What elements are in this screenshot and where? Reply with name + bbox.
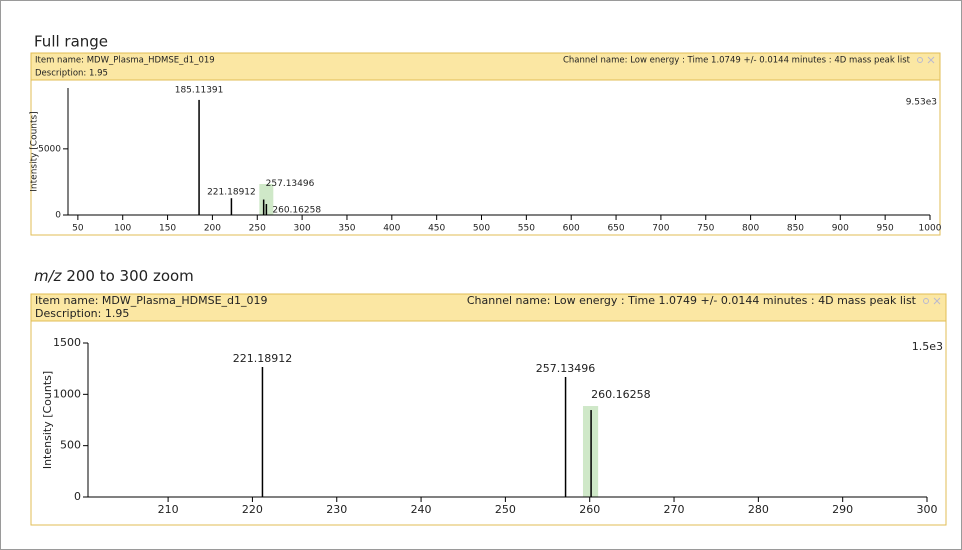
x-tick-label: 300 xyxy=(294,224,311,234)
y-axis-label: Intensity [Counts] xyxy=(41,371,54,469)
scale-label: 1.5e3 xyxy=(912,340,943,353)
x-tick-label: 50 xyxy=(72,224,84,234)
y-tick-label: 0 xyxy=(74,490,81,503)
x-tick-label: 400 xyxy=(383,224,400,234)
chart-title: m/z 200 to 300 zoom xyxy=(34,267,194,285)
x-tick-label: 600 xyxy=(563,224,580,234)
x-tick-label: 210 xyxy=(158,503,179,516)
item-name: Item name: MDW_Plasma_HDMSE_d1_019 xyxy=(35,56,215,66)
x-tick-label: 260 xyxy=(579,503,600,516)
description: Description: 1.95 xyxy=(35,69,108,79)
x-tick-label: 350 xyxy=(338,224,355,234)
x-tick-label: 280 xyxy=(748,503,769,516)
x-tick-label: 450 xyxy=(428,224,445,234)
x-tick-label: 290 xyxy=(832,503,853,516)
item-name: Item name: MDW_Plasma_HDMSE_d1_019 xyxy=(35,294,268,307)
x-tick-label: 650 xyxy=(607,224,624,234)
highlight-band xyxy=(259,184,274,215)
x-tick-label: 950 xyxy=(877,224,894,234)
peak-label: 257.13496 xyxy=(536,362,596,375)
plot-panel xyxy=(30,79,941,236)
header-bar xyxy=(30,52,941,81)
x-tick-label: 240 xyxy=(411,503,432,516)
x-tick-label: 500 xyxy=(473,224,490,234)
x-tick-label: 220 xyxy=(242,503,263,516)
peak-label: 221.18912 xyxy=(233,352,293,365)
x-tick-label: 200 xyxy=(204,224,221,234)
x-tick-label: 900 xyxy=(832,224,849,234)
chart-title: Full range xyxy=(34,33,108,51)
x-tick-label: 850 xyxy=(787,224,804,234)
x-tick-label: 250 xyxy=(249,224,266,234)
y-tick-label: 5000 xyxy=(38,144,61,154)
plot-panel xyxy=(30,320,947,526)
close-icon xyxy=(933,297,941,305)
x-tick-label: 300 xyxy=(917,503,938,516)
y-tick-label: 1500 xyxy=(53,336,81,349)
x-tick-label: 700 xyxy=(652,224,669,234)
x-tick-label: 100 xyxy=(114,224,131,234)
description: Description: 1.95 xyxy=(35,307,129,320)
x-tick-label: 1000 xyxy=(919,224,942,234)
scale-label: 9.53e3 xyxy=(906,98,937,108)
x-tick-label: 550 xyxy=(518,224,535,234)
x-tick-label: 800 xyxy=(742,224,759,234)
y-tick-label: 0 xyxy=(55,211,61,221)
peak-label: 257.13496 xyxy=(266,179,315,189)
x-tick-label: 750 xyxy=(697,224,714,234)
y-tick-label: 500 xyxy=(60,439,81,452)
x-tick-label: 250 xyxy=(495,503,516,516)
channel-name: Channel name: Low energy : Time 1.0749 +… xyxy=(467,294,917,307)
title-rest: 200 to 300 zoom xyxy=(66,267,193,285)
close-icon xyxy=(927,56,935,64)
peak-label: 185.11391 xyxy=(175,85,224,95)
channel-name: Channel name: Low energy : Time 1.0749 +… xyxy=(563,56,911,66)
x-tick-label: 230 xyxy=(326,503,347,516)
peak-label: 260.16258 xyxy=(272,206,321,216)
y-axis-label: Intensity [Counts] xyxy=(30,111,40,191)
y-tick-label: 1000 xyxy=(53,387,81,400)
title-italic: m/z xyxy=(34,267,63,285)
peak-label: 221.18912 xyxy=(207,188,256,198)
x-tick-label: 150 xyxy=(159,224,176,234)
peak-label: 260.16258 xyxy=(591,388,651,401)
x-tick-label: 270 xyxy=(664,503,685,516)
pin-icon xyxy=(917,57,923,63)
pin-icon xyxy=(923,298,929,304)
